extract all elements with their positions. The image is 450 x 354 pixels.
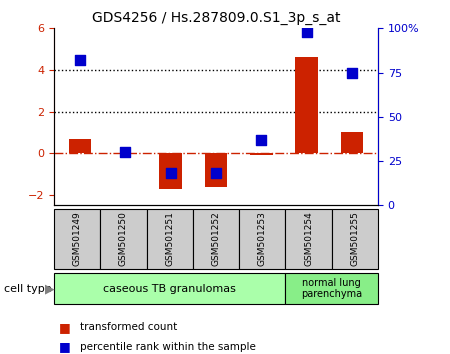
Text: GSM501254: GSM501254	[304, 212, 313, 266]
Bar	[295, 57, 318, 153]
Point	[258, 137, 265, 143]
Text: cell type: cell type	[4, 284, 52, 293]
Text: GSM501249: GSM501249	[72, 212, 81, 266]
Point	[167, 171, 174, 176]
Text: ■: ■	[58, 341, 70, 353]
Bar	[69, 139, 91, 153]
Text: caseous TB granulomas: caseous TB granulomas	[104, 284, 236, 293]
Point	[122, 149, 129, 155]
Point	[76, 57, 84, 63]
Text: GSM501250: GSM501250	[119, 211, 128, 267]
Point	[348, 70, 356, 75]
Text: percentile rank within the sample: percentile rank within the sample	[80, 342, 256, 352]
Bar	[159, 153, 182, 189]
Text: ▶: ▶	[45, 282, 54, 295]
Point	[303, 29, 310, 35]
Text: GDS4256 / Hs.287809.0.S1_3p_s_at: GDS4256 / Hs.287809.0.S1_3p_s_at	[92, 11, 340, 25]
Text: GSM501251: GSM501251	[165, 211, 174, 267]
Bar	[114, 153, 137, 154]
Bar	[341, 132, 363, 153]
Text: normal lung
parenchyma: normal lung parenchyma	[301, 278, 362, 299]
Text: GSM501253: GSM501253	[258, 211, 267, 267]
Text: ■: ■	[58, 321, 70, 334]
Text: GSM501252: GSM501252	[212, 212, 220, 266]
Bar	[205, 153, 227, 187]
Text: transformed count: transformed count	[80, 322, 177, 332]
Bar	[250, 153, 273, 155]
Text: GSM501255: GSM501255	[351, 211, 360, 267]
Point	[212, 171, 220, 176]
